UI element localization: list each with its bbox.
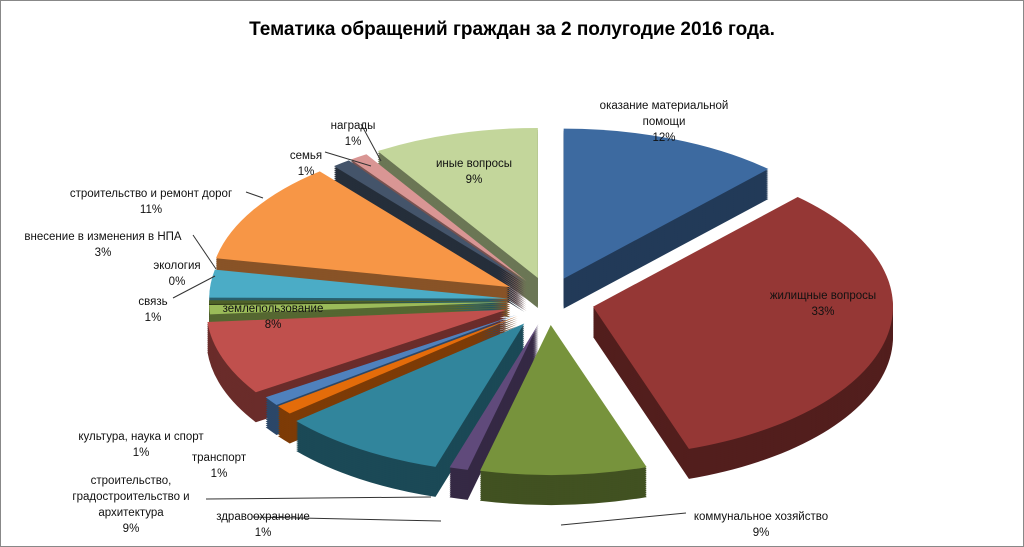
leader-line-13 xyxy=(360,123,382,162)
leader-line-8 xyxy=(172,275,216,299)
slice-label-4: строительство, градостроительство и архите… xyxy=(72,473,189,537)
slice-label-7: землепользование 8% xyxy=(223,301,324,333)
slice-label-value: 33% xyxy=(811,306,835,318)
leader-line-3 xyxy=(252,516,442,522)
slice-label-value: 3% xyxy=(94,247,112,259)
pie-slice-4 xyxy=(296,323,525,467)
pie-slice-9 xyxy=(209,300,510,304)
slice-label-value: 1% xyxy=(297,166,315,178)
pie-slice-13 xyxy=(350,154,527,282)
leader-line-4 xyxy=(205,496,432,500)
slice-label-value: 9% xyxy=(122,523,140,535)
pie-slice-11 xyxy=(215,171,511,288)
pie-slice-0 xyxy=(563,128,769,279)
slice-label-text: помощи xyxy=(642,116,686,128)
pie-slice-10 xyxy=(209,269,510,299)
slice-label-3: здравоохранение 1% xyxy=(216,509,310,541)
slice-label-value: 1% xyxy=(132,447,150,459)
slice-label-12: семья 1% xyxy=(290,148,322,180)
slice-label-value: 12% xyxy=(652,132,676,144)
slice-label-13: награды 1% xyxy=(331,118,376,150)
leader-line-12 xyxy=(324,151,372,167)
leader-line-2 xyxy=(560,512,687,526)
slice-label-text: землепользование xyxy=(222,303,324,315)
pie-slice-2 xyxy=(480,324,647,475)
pie-slice-6 xyxy=(265,314,517,405)
slice-label-text: награды xyxy=(330,120,376,132)
slice-label-9: экология 0% xyxy=(153,258,200,290)
slice-label-8: связь 1% xyxy=(138,294,167,326)
slice-label-5: транспорт 1% xyxy=(192,450,246,482)
slice-label-text: строительство и ремонт дорог xyxy=(69,188,233,200)
slice-label-6: культура, наука и спорт 1% xyxy=(78,429,203,461)
slice-label-text: архитектура xyxy=(98,507,164,519)
slice-label-2: коммунальное хозяйство 9% xyxy=(694,509,828,541)
slice-label-text: здравоохранение xyxy=(216,511,310,523)
pie-slice-1 xyxy=(592,197,893,449)
slice-label-1: жилищные вопросы 33% xyxy=(770,288,876,320)
slice-label-text: семья xyxy=(289,150,323,162)
pie-slice-12 xyxy=(333,160,525,282)
slice-label-text: градостроительство и xyxy=(72,491,190,503)
slice-label-text: внесение в изменения в НПА xyxy=(24,231,182,243)
pie-slice-3 xyxy=(449,324,539,470)
slice-label-text: культура, наука и спорт xyxy=(78,431,204,443)
slice-label-value: 1% xyxy=(144,312,162,324)
slice-label-text: транспорт xyxy=(191,452,247,464)
slice-label-value: 8% xyxy=(264,319,282,331)
pie-slice-7 xyxy=(207,309,507,393)
pie-slice-8 xyxy=(209,302,510,315)
slice-label-text: иные вопросы xyxy=(435,158,513,170)
leader-line-10 xyxy=(192,234,217,270)
slice-label-value: 0% xyxy=(168,276,186,288)
slice-label-text: коммунальное хозяйство xyxy=(693,511,829,523)
slice-label-text: жилищные вопросы xyxy=(769,290,877,302)
slice-label-14: иные вопросы 9% xyxy=(436,156,512,188)
slice-label-text: оказание материальной xyxy=(599,100,729,112)
slice-label-10: внесение в изменения в НПА 3% xyxy=(24,229,181,261)
slice-label-value: 9% xyxy=(465,174,483,186)
slice-label-0: оказание материальной помощи 12% xyxy=(600,98,729,146)
slice-label-text: связь xyxy=(138,296,168,308)
slice-label-text: экология xyxy=(153,260,201,272)
leader-line-11 xyxy=(245,191,264,199)
slice-label-value: 1% xyxy=(344,136,362,148)
chart-title: Тематика обращений граждан за 2 полугоди… xyxy=(249,19,775,40)
slice-label-text: строительство, xyxy=(90,475,172,487)
slice-label-11: строительство и ремонт дорог 11% xyxy=(70,186,232,218)
slice-label-value: 11% xyxy=(139,204,163,216)
slice-label-value: 9% xyxy=(752,527,770,539)
slice-label-value: 1% xyxy=(210,468,228,480)
pie-slice-14 xyxy=(377,127,538,278)
slice-label-value: 1% xyxy=(254,527,272,539)
pie-slice-5 xyxy=(277,316,518,414)
